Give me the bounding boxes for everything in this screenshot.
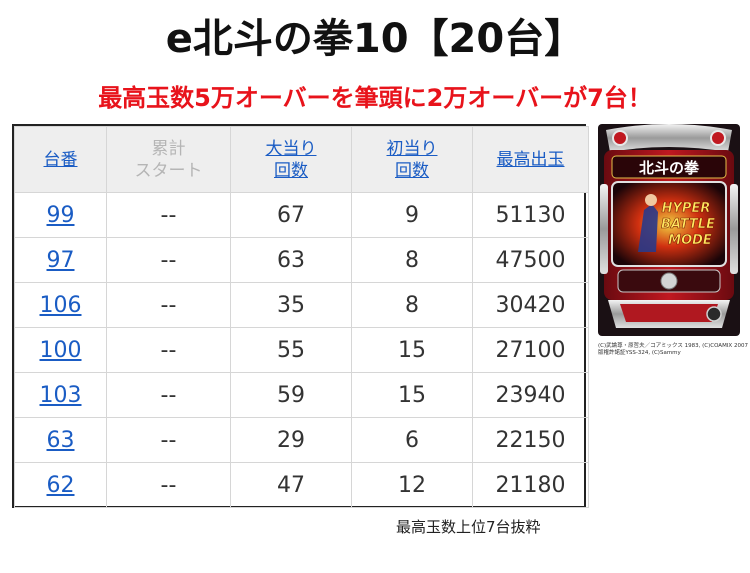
cell-first-hits: 12: [351, 462, 473, 508]
header-unit-number[interactable]: 台番: [14, 126, 107, 193]
cell-big-hits: 35: [230, 282, 352, 328]
cell-big-hits: 63: [230, 237, 352, 283]
header-first-hits-line2[interactable]: 回数: [395, 160, 429, 181]
unit-link[interactable]: 99: [46, 202, 75, 228]
table-row: 63 -- 29 6 22150: [14, 417, 589, 463]
banner-line-1: HYPER: [662, 201, 711, 216]
table-row: 97 -- 63 8 47500: [14, 237, 589, 283]
cell-unit[interactable]: 63: [14, 417, 107, 463]
machine-image: 北斗の拳 HYPER BATTLE MODE: [598, 124, 740, 336]
cell-big-hits: 29: [230, 417, 352, 463]
cell-unit[interactable]: 62: [14, 462, 107, 508]
cell-unit[interactable]: 100: [14, 327, 107, 373]
unit-link[interactable]: 106: [39, 292, 82, 318]
table-row: 100 -- 55 15 27100: [14, 327, 589, 373]
cell-big-hits: 47: [230, 462, 352, 508]
unit-link[interactable]: 103: [39, 382, 82, 408]
cell-first-hits: 8: [351, 237, 473, 283]
cell-start: --: [106, 282, 231, 328]
header-first-hits-line1[interactable]: 初当り: [386, 138, 438, 159]
unit-link[interactable]: 100: [39, 337, 82, 363]
page-subtitle: 最高玉数5万オーバーを筆頭に2万オーバーが7台！: [98, 84, 652, 112]
cell-unit[interactable]: 97: [14, 237, 107, 283]
header-total-start-line2: スタート: [134, 160, 203, 181]
cell-big-hits: 55: [230, 327, 352, 373]
header-unit-number-label[interactable]: 台番: [43, 149, 78, 170]
cell-max-payout: 30420: [472, 282, 589, 328]
unit-link[interactable]: 63: [46, 427, 75, 453]
banner-line-3: MODE: [668, 233, 712, 248]
cell-first-hits: 8: [351, 282, 473, 328]
data-table: 台番 累計 スタート 大当り 回数 初当り 回数 最高出: [14, 126, 589, 508]
cell-first-hits: 15: [351, 327, 473, 373]
cell-first-hits: 9: [351, 192, 473, 238]
header-max-payout-label[interactable]: 最高出玉: [496, 149, 565, 170]
cell-start: --: [106, 417, 231, 463]
header-total-start: 累計 スタート: [106, 126, 231, 193]
cell-unit[interactable]: 99: [14, 192, 107, 238]
header-total-start-line1: 累計: [151, 138, 186, 159]
cell-first-hits: 6: [351, 417, 473, 463]
table-header-row: 台番 累計 スタート 大当り 回数 初当り 回数 最高出: [14, 126, 589, 193]
cell-start: --: [106, 237, 231, 283]
header-first-hits[interactable]: 初当り 回数: [351, 126, 473, 193]
cell-max-payout: 22150: [472, 417, 589, 463]
table-row: 106 -- 35 8 30420: [14, 282, 589, 328]
cell-big-hits: 59: [230, 372, 352, 418]
copyright-line-2: 版権許諾証YSS-324, (C)Sammy: [598, 350, 681, 356]
header-big-hits-line2[interactable]: 回数: [274, 160, 308, 181]
unit-link[interactable]: 62: [46, 472, 75, 498]
header-big-hits-line1[interactable]: 大当り: [265, 138, 317, 159]
cell-unit[interactable]: 103: [14, 372, 107, 418]
machine-logo-text: 北斗の拳: [639, 159, 700, 177]
cell-start: --: [106, 462, 231, 508]
cell-start: --: [106, 192, 231, 238]
table-row: 62 -- 47 12 21180: [14, 462, 589, 508]
cell-start: --: [106, 372, 231, 418]
cell-max-payout: 21180: [472, 462, 589, 508]
cell-start: --: [106, 327, 231, 373]
cell-unit[interactable]: 106: [14, 282, 107, 328]
machine-illustration: 北斗の拳 HYPER BATTLE MODE: [598, 124, 740, 336]
copyright-line-1: (C)武論尊・原哲夫／コアミックス 1983, (C)COAMIX 2007: [598, 343, 748, 349]
table-row: 99 -- 67 9 51130: [14, 192, 589, 238]
cell-max-payout: 51130: [472, 192, 589, 238]
cell-max-payout: 23940: [472, 372, 589, 418]
cell-max-payout: 27100: [472, 327, 589, 373]
table-footnote: 最高玉数上位7台抜粋: [396, 518, 541, 536]
cell-first-hits: 15: [351, 372, 473, 418]
copyright-caption: (C)武論尊・原哲夫／コアミックス 1983, (C)COAMIX 2007 版…: [598, 343, 748, 357]
cell-max-payout: 47500: [472, 237, 589, 283]
banner-line-2: BATTLE: [661, 217, 715, 232]
header-big-hits[interactable]: 大当り 回数: [230, 126, 352, 193]
table-row: 103 -- 59 15 23940: [14, 372, 589, 418]
cell-big-hits: 67: [230, 192, 352, 238]
unit-link[interactable]: 97: [46, 247, 75, 273]
header-max-payout[interactable]: 最高出玉: [472, 126, 589, 193]
page-title: e北斗の拳10【20台】: [165, 16, 585, 62]
data-table-container: 台番 累計 スタート 大当り 回数 初当り 回数 最高出: [12, 124, 589, 508]
